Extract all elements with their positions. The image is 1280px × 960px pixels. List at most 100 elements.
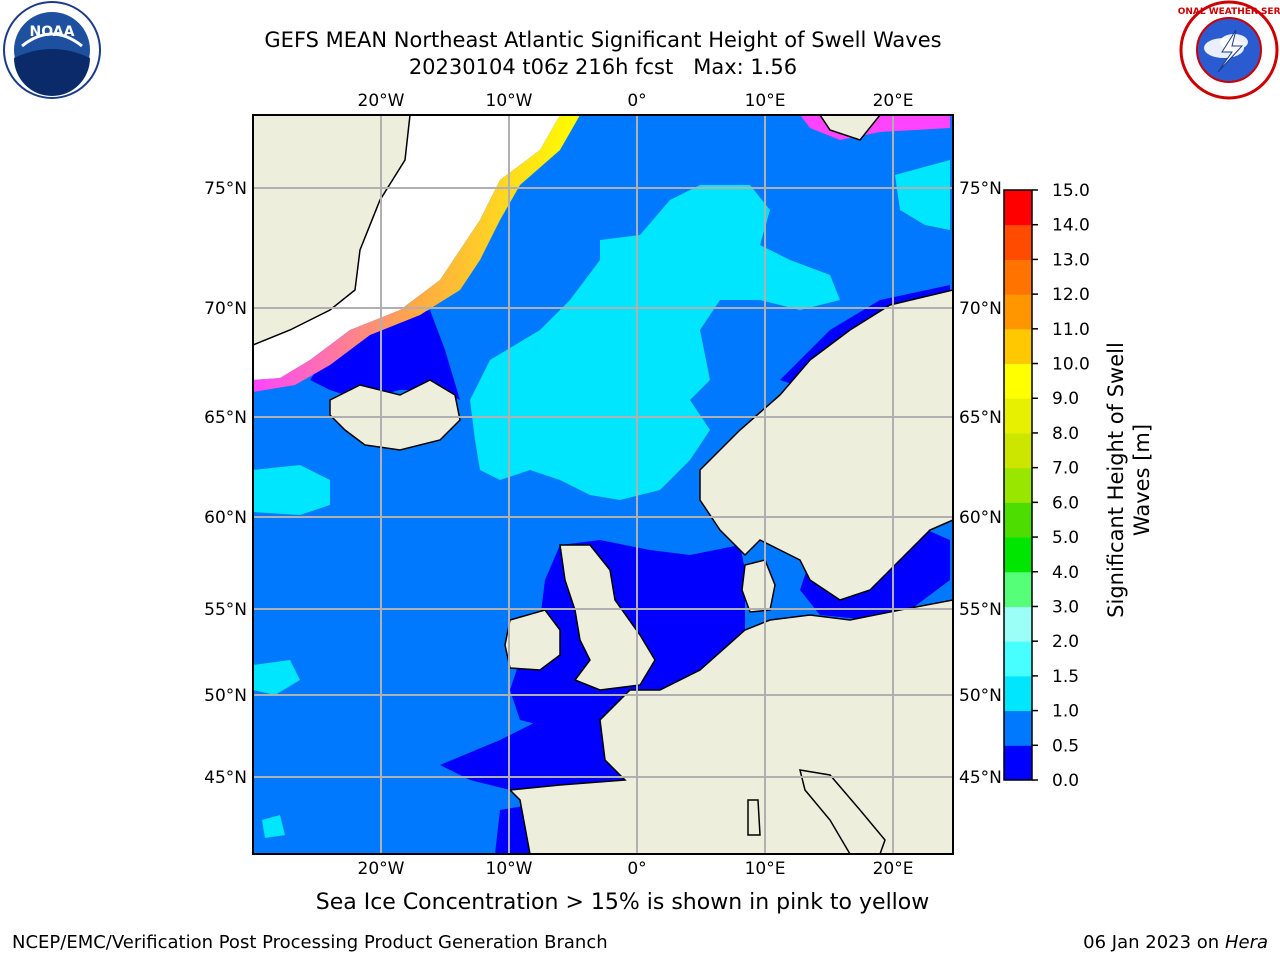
footer-credit: NCEP/EMC/Verification Post Processing Pr… — [12, 932, 608, 953]
lat-label: 75°N — [204, 179, 247, 199]
noaa-logo-text: NOAA — [30, 24, 75, 40]
map-field — [253, 115, 953, 854]
svalbard — [819, 115, 881, 141]
colorbar-tick-label: 1.5 — [1052, 667, 1079, 687]
lon-label: 10°E — [745, 859, 786, 879]
colorbar-segment — [1004, 710, 1032, 746]
lat-label: 60°N — [204, 508, 247, 528]
colorbar-segment — [1004, 571, 1032, 607]
cyan-swell-region — [470, 185, 840, 500]
colorbar-tick-label: 0.5 — [1052, 736, 1079, 756]
map-frame — [252, 114, 954, 855]
blue-swell-iceland — [310, 310, 460, 400]
colorbar-segment — [1004, 502, 1032, 538]
colorbar-segment — [1004, 190, 1032, 226]
blue-swell-iberia — [495, 805, 530, 854]
colorbar-segment — [1004, 606, 1032, 642]
lat-label: 60°N — [959, 508, 1002, 528]
colorbar-tick-label: 9.0 — [1052, 389, 1079, 409]
footer-date: 06 Jan 2023 on Hera — [1083, 932, 1268, 953]
blue-swell-biscay — [440, 710, 625, 790]
lat-label: 45°N — [959, 768, 1002, 788]
colorbar-tick-label: 11.0 — [1052, 320, 1090, 340]
lat-label: 50°N — [204, 686, 247, 706]
lat-label: 75°N — [959, 179, 1002, 199]
colorbar-segment — [1004, 363, 1032, 399]
ireland — [504, 609, 561, 671]
colorbar-tick-label: 6.0 — [1052, 493, 1079, 513]
colorbar-segment — [1004, 432, 1032, 469]
colorbar-segment — [1004, 398, 1032, 434]
colorbar: 0.0 0.5 1.0 1.5 2.0 3.0 4.0 5.0 6.0 7.0 8.0 9.0 10.0… — [1003, 181, 1090, 791]
colorbar-segment — [1004, 328, 1032, 365]
lat-labels-right: 75°N 70°N 65°N 60°N 55°N 50°N 45°N — [959, 179, 1002, 788]
colorbar-title: Significant Height of Swell Waves [m] — [1104, 342, 1154, 618]
caption: Sea Ice Concentration > 15% is shown in … — [0, 890, 1280, 915]
lon-labels-bottom: 20°W 10°W 0° 10°E 20°E — [358, 859, 914, 879]
colorbar-segment — [1004, 259, 1032, 295]
colorbar-segment — [1004, 467, 1032, 503]
caption-text: Sea Ice Concentration > 15% is shown in … — [315, 890, 930, 915]
footer-date-text: 06 Jan 2023 on — [1083, 932, 1220, 953]
lat-label: 65°N — [204, 408, 247, 428]
colorbar-tick-label: 14.0 — [1052, 216, 1090, 236]
colorbar-tick-label: 12.0 — [1052, 285, 1090, 305]
cyan-swell-region-2 — [895, 160, 950, 230]
colorbar-segment — [1004, 224, 1032, 260]
land — [253, 115, 953, 854]
colorbar-segment — [1004, 675, 1032, 712]
colorbar-tick-label: 8.0 — [1052, 424, 1079, 444]
colorbar-segment — [1004, 641, 1032, 677]
sardinia — [747, 799, 761, 836]
colorbar-tick-label: 4.0 — [1052, 563, 1079, 583]
lat-label: 45°N — [204, 768, 247, 788]
colorbar-tick-label: 1.0 — [1052, 702, 1079, 722]
colorbar-tick-label: 15.0 — [1052, 181, 1090, 201]
scandinavia — [699, 289, 953, 854]
chart-title: GEFS MEAN Northeast Atlantic Significant… — [264, 28, 942, 52]
nws-logo-text: NATIONAL WEATHER SERVICE — [1178, 7, 1280, 17]
lat-label: 65°N — [959, 408, 1002, 428]
italy — [798, 769, 886, 854]
lon-label: 20°E — [873, 859, 914, 879]
lon-label: 20°E — [873, 91, 914, 111]
lat-label: 50°N — [959, 686, 1002, 706]
iceland — [329, 379, 461, 451]
cyan-swell-region-5 — [262, 815, 285, 838]
lat-labels-left: 75°N 70°N 65°N 60°N 55°N 50°N 45°N — [204, 179, 247, 788]
lat-label: 55°N — [959, 600, 1002, 620]
colorbar-tick-label: 10.0 — [1052, 355, 1090, 375]
chart-subtitle: 20230104 t06z 216h fcst Max: 1.56 — [408, 55, 798, 79]
lon-label: 10°W — [486, 859, 533, 879]
lon-label: 20°W — [358, 91, 405, 111]
lon-labels-top: 20°W 10°W 0° 10°E 20°E — [358, 91, 914, 111]
lat-label: 70°N — [959, 299, 1002, 319]
nws-logo: NATIONAL WEATHER SERVICE — [1178, 0, 1280, 100]
colorbar-tick-label: 5.0 — [1052, 528, 1079, 548]
colorbar-tick-label: 2.0 — [1052, 632, 1079, 652]
lat-label: 55°N — [204, 600, 247, 620]
colorbar-segment — [1004, 294, 1032, 330]
lat-label: 70°N — [204, 299, 247, 319]
greenland — [253, 115, 411, 346]
colorbar-segment — [1004, 537, 1032, 573]
noaa-logo: NOAA — [3, 1, 101, 99]
cyan-swell-region-4 — [253, 660, 300, 695]
cyan-swell-region-3 — [253, 465, 330, 515]
colorbar-tick-label: 3.0 — [1052, 597, 1079, 617]
footer-machine: Hera — [1224, 932, 1268, 953]
sea-ice-edge — [253, 115, 580, 392]
colorbar-tick-label: 7.0 — [1052, 459, 1079, 479]
lon-label: 20°W — [358, 859, 405, 879]
colorbar-frame — [1003, 189, 1033, 781]
colorbar-tick-label: 0.0 — [1052, 771, 1079, 791]
great-britain — [559, 544, 656, 691]
colorbar-tick-label: 13.0 — [1052, 250, 1090, 270]
lon-label: 10°W — [486, 91, 533, 111]
colorbar-segment — [1004, 745, 1032, 781]
lon-label: 10°E — [745, 91, 786, 111]
graticule — [253, 115, 953, 854]
lon-label: 0° — [627, 91, 646, 111]
lon-label: 0° — [627, 859, 646, 879]
